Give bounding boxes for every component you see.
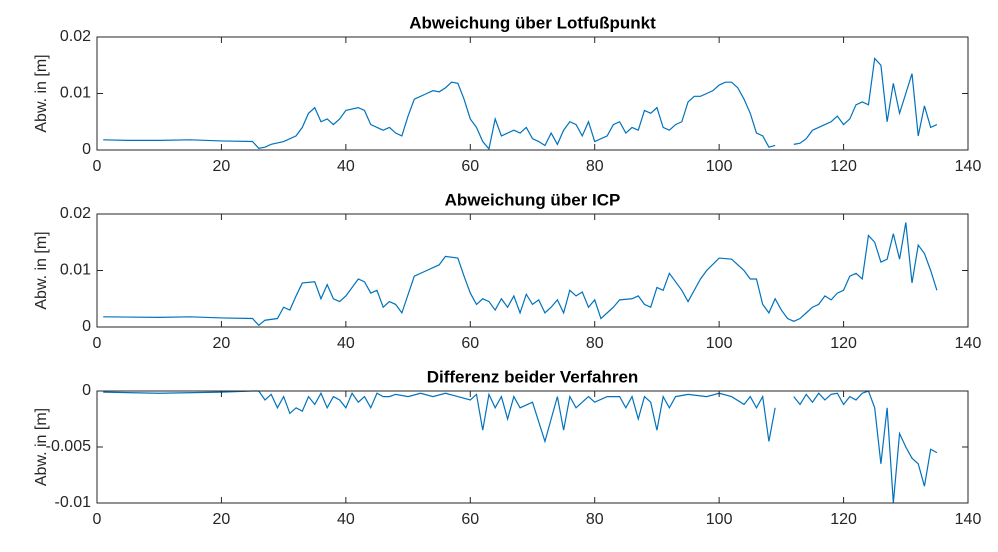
x-tick-label: 100 <box>706 335 733 352</box>
x-tick-label: 0 <box>93 158 102 175</box>
y-tick-label: 0 <box>82 382 91 399</box>
subplot-title: Differenz beider Verfahren <box>427 367 639 386</box>
lines <box>103 390 938 504</box>
y-tick-label: 0 <box>82 318 91 335</box>
x-tick-label: 20 <box>213 158 231 175</box>
x-tick-label: 20 <box>213 511 231 528</box>
y-tick-label: -0.005 <box>46 438 91 455</box>
subplot: 0 20 40 60 80 100 120 140 -0.01 -0.005 0 Differenz … <box>33 367 981 528</box>
x-tick-label: 140 <box>955 335 982 352</box>
y-tick-label: -0.01 <box>55 494 92 511</box>
x-tick-label: 120 <box>830 511 857 528</box>
y-tick-label: 0.02 <box>60 28 91 45</box>
lines <box>103 57 938 151</box>
x-tick-label: 40 <box>337 511 355 528</box>
subplot-title: Abweichung über ICP <box>445 190 621 209</box>
plot-area <box>97 214 968 327</box>
data-line <box>103 222 938 327</box>
x-tick-label: 0 <box>93 335 102 352</box>
x-tick-label: 80 <box>586 511 604 528</box>
x-tick-label: 100 <box>706 158 733 175</box>
x-tick-label: 120 <box>830 335 857 352</box>
plot-area <box>97 37 968 150</box>
x-tick-label: 100 <box>706 511 733 528</box>
y-tick-label: 0 <box>82 141 91 158</box>
x-tick-label: 80 <box>586 335 604 352</box>
y-axis-label: Abw. in [m] <box>33 54 50 132</box>
subplot: 0 20 40 60 80 100 120 140 0 0.01 0.02 Abweichung üb… <box>33 13 981 175</box>
y-axis-label: Abw. in [m] <box>33 408 50 486</box>
y-axis-label: Abw. in [m] <box>33 231 50 309</box>
x-tick-label: 40 <box>337 158 355 175</box>
plot-area <box>97 391 968 503</box>
y-tick-label: 0.02 <box>60 205 91 222</box>
x-tick-label: 60 <box>461 511 479 528</box>
subplot: 0 20 40 60 80 100 120 140 0 0.01 0.02 Abweichung üb… <box>33 190 981 352</box>
x-tick-label: 80 <box>586 158 604 175</box>
y-tick-label: 0.01 <box>60 85 91 102</box>
data-line <box>103 57 938 151</box>
subplot-title: Abweichung über Lotfußpunkt <box>409 13 656 32</box>
x-tick-label: 120 <box>830 158 857 175</box>
x-tick-label: 40 <box>337 335 355 352</box>
data-line <box>103 390 938 504</box>
x-tick-label: 140 <box>955 158 982 175</box>
x-tick-label: 0 <box>93 511 102 528</box>
x-tick-label: 140 <box>955 511 982 528</box>
x-tick-label: 60 <box>461 335 479 352</box>
lines <box>103 222 938 327</box>
x-tick-label: 20 <box>213 335 231 352</box>
x-tick-label: 60 <box>461 158 479 175</box>
y-tick-label: 0.01 <box>60 262 91 279</box>
